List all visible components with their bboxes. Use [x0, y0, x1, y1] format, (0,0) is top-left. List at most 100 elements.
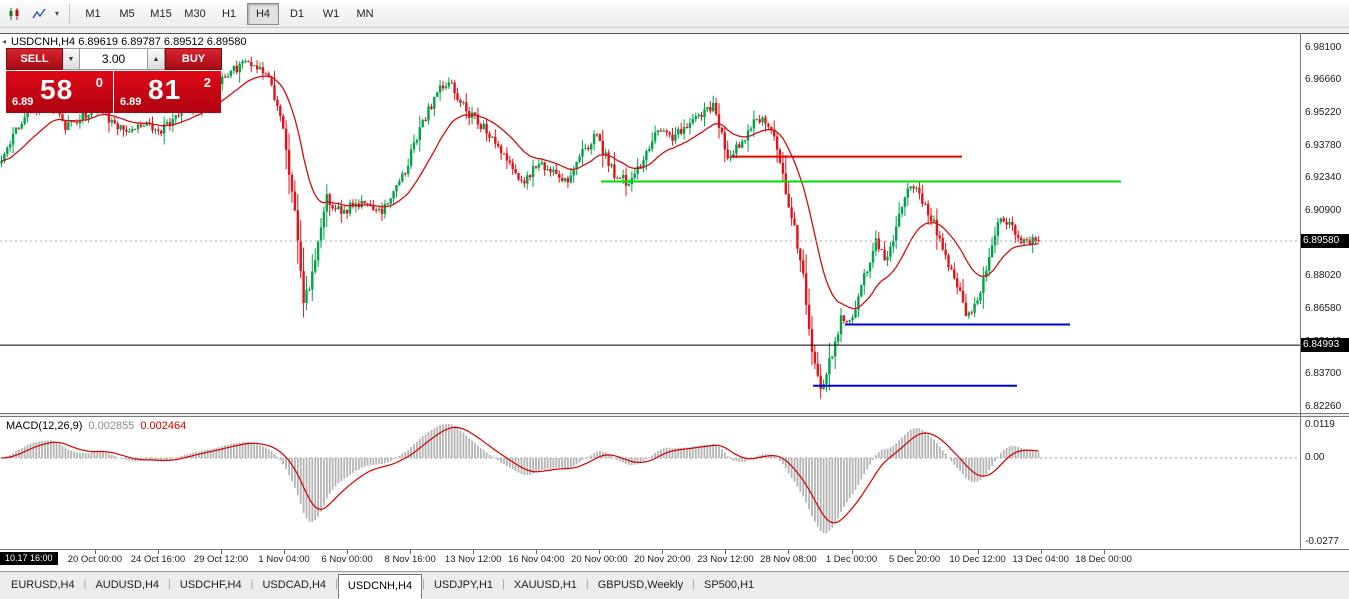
tab-separator: |	[83, 578, 87, 590]
indicator-glyph	[32, 8, 46, 18]
macd-signal-value: 0.002464	[140, 420, 187, 432]
macd-bottom-border	[0, 549, 1349, 550]
timeframe-bar: M1 M5 M15 M30 H1 H4 D1 W1 MN	[76, 2, 382, 25]
time-cursor-badge: 10.17 16:00	[0, 552, 58, 565]
price-axis-line	[1300, 34, 1301, 570]
bid-price-big: 58	[40, 74, 74, 105]
ohlc-high: 6.89787	[121, 36, 161, 48]
timeframe-h4[interactable]: H4	[247, 2, 279, 25]
chart-marker-icon: ◂	[2, 37, 7, 46]
pane-splitter[interactable]	[0, 413, 1349, 417]
time-axis-label: 13 Dec 04:00	[1012, 554, 1069, 565]
trade-panel-top-row: SELL ▼ ▲ BUY	[6, 48, 222, 70]
bid-price-tile[interactable]: 6.89 58 0	[6, 71, 113, 113]
price-axis-label: 6.82260	[1305, 401, 1342, 413]
ask-price-tile[interactable]: 6.89 81 2	[114, 71, 221, 113]
volume-input[interactable]	[80, 48, 148, 70]
time-axis[interactable]: 10.17 16:00 20 Oct 00:00 24 Oct 16:00 29 O…	[0, 550, 1349, 571]
price-axis-label: 6.92340	[1305, 172, 1342, 184]
tab-separator: |	[502, 578, 505, 590]
price-axis-label: 6.95220	[1305, 106, 1342, 118]
timeframe-m5[interactable]: M5	[119, 7, 135, 20]
chart-area-background	[0, 33, 1349, 571]
tab-usdchf-h4[interactable]: USDCHF,H4	[179, 579, 242, 591]
price-axis-label: 6.88020	[1305, 270, 1342, 282]
time-axis-label: 1 Nov 04:00	[258, 554, 310, 565]
tab-separator: |	[422, 578, 425, 590]
candlestick-chart-icon[interactable]	[3, 3, 27, 25]
time-axis-tick	[725, 550, 727, 554]
time-axis-tick	[157, 550, 159, 554]
dropdown-caret-icon[interactable]: ▾	[54, 9, 59, 18]
time-axis-tick	[599, 550, 601, 554]
timeframe-w1[interactable]: W1	[322, 7, 340, 20]
toolbar: ▾ M1 M5 M15 M30 H1 H4 D1 W1 MN	[0, 0, 1349, 28]
time-axis-tick	[1103, 550, 1105, 554]
time-axis-tick	[788, 550, 790, 554]
ask-price-pip: 2	[203, 75, 211, 90]
tab-audusd-h4[interactable]: AUDUSD,H4	[95, 579, 160, 591]
time-axis-label: 10 Dec 12:00	[949, 554, 1006, 565]
tab-gbpusd-weekly[interactable]: GBPUSD,Weekly	[597, 579, 684, 591]
timeframe-d1[interactable]: D1	[289, 7, 305, 20]
volume-up-button[interactable]: ▲	[148, 48, 165, 70]
time-axis-tick	[914, 550, 916, 554]
price-axis-label: 6.90900	[1305, 205, 1342, 217]
price-chart[interactable]	[0, 34, 1300, 413]
macd-histogram	[3, 424, 1040, 534]
time-axis-label: 8 Nov 16:00	[384, 554, 436, 565]
time-axis-label: 20 Oct 00:00	[67, 554, 123, 565]
bid-price-prefix: 6.89	[12, 96, 34, 108]
timeframe-m30[interactable]: M30	[184, 7, 206, 20]
macd-header: MACD(12,26,9) 0.002855 0.002464	[6, 420, 186, 432]
timeframe-m15[interactable]: M15	[150, 7, 172, 20]
time-axis-label: 28 Nov 08:00	[760, 554, 817, 565]
indicator-icon[interactable]	[27, 3, 51, 25]
time-axis-label: 20 Nov 00:00	[571, 554, 628, 565]
ohlc-header: USDCNH,H4 6.89619 6.89787 6.89512 6.8958…	[11, 36, 247, 48]
tab-separator: |	[585, 578, 589, 590]
ohlc-close: 6.89580	[206, 36, 247, 48]
macd-signal-line	[1, 426, 1039, 524]
time-axis-label: 5 Dec 20:00	[888, 554, 941, 565]
candlestick-glyph	[9, 7, 19, 20]
time-axis-label: 16 Nov 04:00	[507, 554, 565, 565]
time-axis-label: 29 Oct 12:00	[193, 554, 249, 565]
tab-separator: |	[692, 578, 695, 590]
price-axis-label: 6.83700	[1305, 368, 1342, 380]
time-axis-label: 20 Nov 20:00	[634, 554, 691, 565]
time-axis-tick	[284, 550, 286, 554]
time-axis-label: 23 Nov 12:00	[697, 554, 754, 565]
ohlc-open: 6.89619	[78, 36, 119, 48]
macd-axis-zero-label: 0.00	[1305, 452, 1325, 463]
sell-button[interactable]: SELL	[6, 48, 63, 70]
ask-price-big: 81	[148, 74, 182, 105]
macd-axis-bottom-label: -0.0277	[1305, 536, 1339, 547]
macd-title: MACD(12,26,9)	[6, 420, 83, 432]
tab-separator: |	[250, 578, 254, 590]
time-axis-tick	[410, 550, 412, 554]
ohlc-low: 6.89512	[163, 36, 204, 48]
time-axis-label: 13 Nov 12:00	[444, 554, 502, 565]
price-axis-label: 6.98100	[1305, 41, 1342, 53]
time-axis-tick	[94, 550, 96, 554]
timeframe-mn[interactable]: MN	[356, 7, 374, 20]
trade-panel-price-row: 6.89 58 0 6.89 81 2	[6, 71, 222, 113]
buy-button[interactable]: BUY	[165, 48, 222, 70]
tab-eurusd-h4[interactable]: EURUSD,H4	[11, 579, 75, 591]
one-click-trading-panel: SELL ▼ ▲ BUY 6.89 58 0 6.89 81 2	[6, 48, 222, 113]
macd-main-value: 0.002855	[88, 420, 135, 432]
ask-price-prefix: 6.89	[120, 96, 142, 108]
timeframe-h1[interactable]: H1	[221, 7, 237, 20]
tab-sp500-h1[interactable]: SP500,H1	[703, 579, 755, 591]
timeframe-m1[interactable]: M1	[85, 7, 101, 20]
tab-usdjpy-h1[interactable]: USDJPY,H1	[433, 579, 494, 591]
time-axis-tick	[473, 550, 475, 554]
time-axis-tick	[221, 550, 222, 554]
macd-indicator[interactable]	[0, 417, 1300, 549]
tab-xauusd-h1[interactable]: XAUUSD,H1	[513, 579, 577, 591]
volume-down-button[interactable]: ▼	[63, 48, 80, 70]
tab-usdcnh-h4[interactable]: USDCNH,H4	[337, 574, 423, 599]
candles	[0, 56, 1040, 399]
tab-usdcad-h4[interactable]: USDCAD,H4	[262, 579, 327, 591]
